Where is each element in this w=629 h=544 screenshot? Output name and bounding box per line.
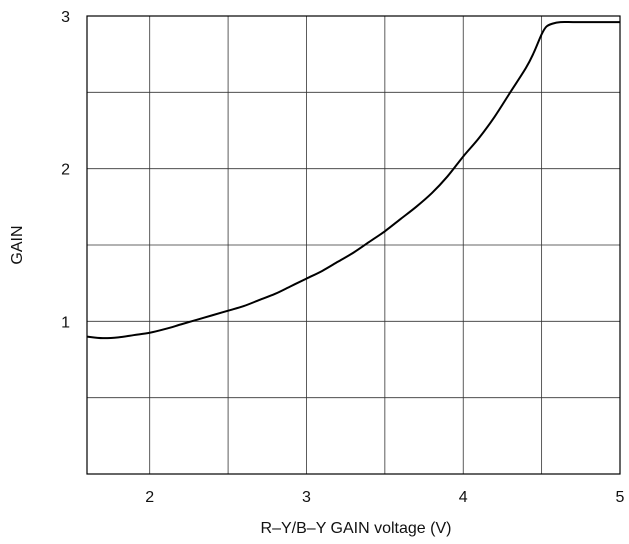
x-tick-label: 2 [145, 489, 154, 506]
gain-curve [86, 20, 620, 340]
x-tick-label: 5 [616, 489, 625, 506]
x-axis-title: R–Y/B–Y GAIN voltage (V) [261, 520, 452, 537]
y-axis-title: GAIN [9, 225, 26, 264]
tick-labels: 2 3 4 5 1 2 3 [61, 9, 624, 506]
grid [87, 16, 620, 474]
y-tick-label: 2 [61, 162, 70, 179]
plot-area [86, 15, 621, 475]
x-tick-label: 4 [459, 489, 468, 506]
y-tick-label: 3 [61, 9, 70, 26]
y-tick-label: 1 [61, 314, 70, 331]
x-tick-label: 3 [302, 489, 311, 506]
